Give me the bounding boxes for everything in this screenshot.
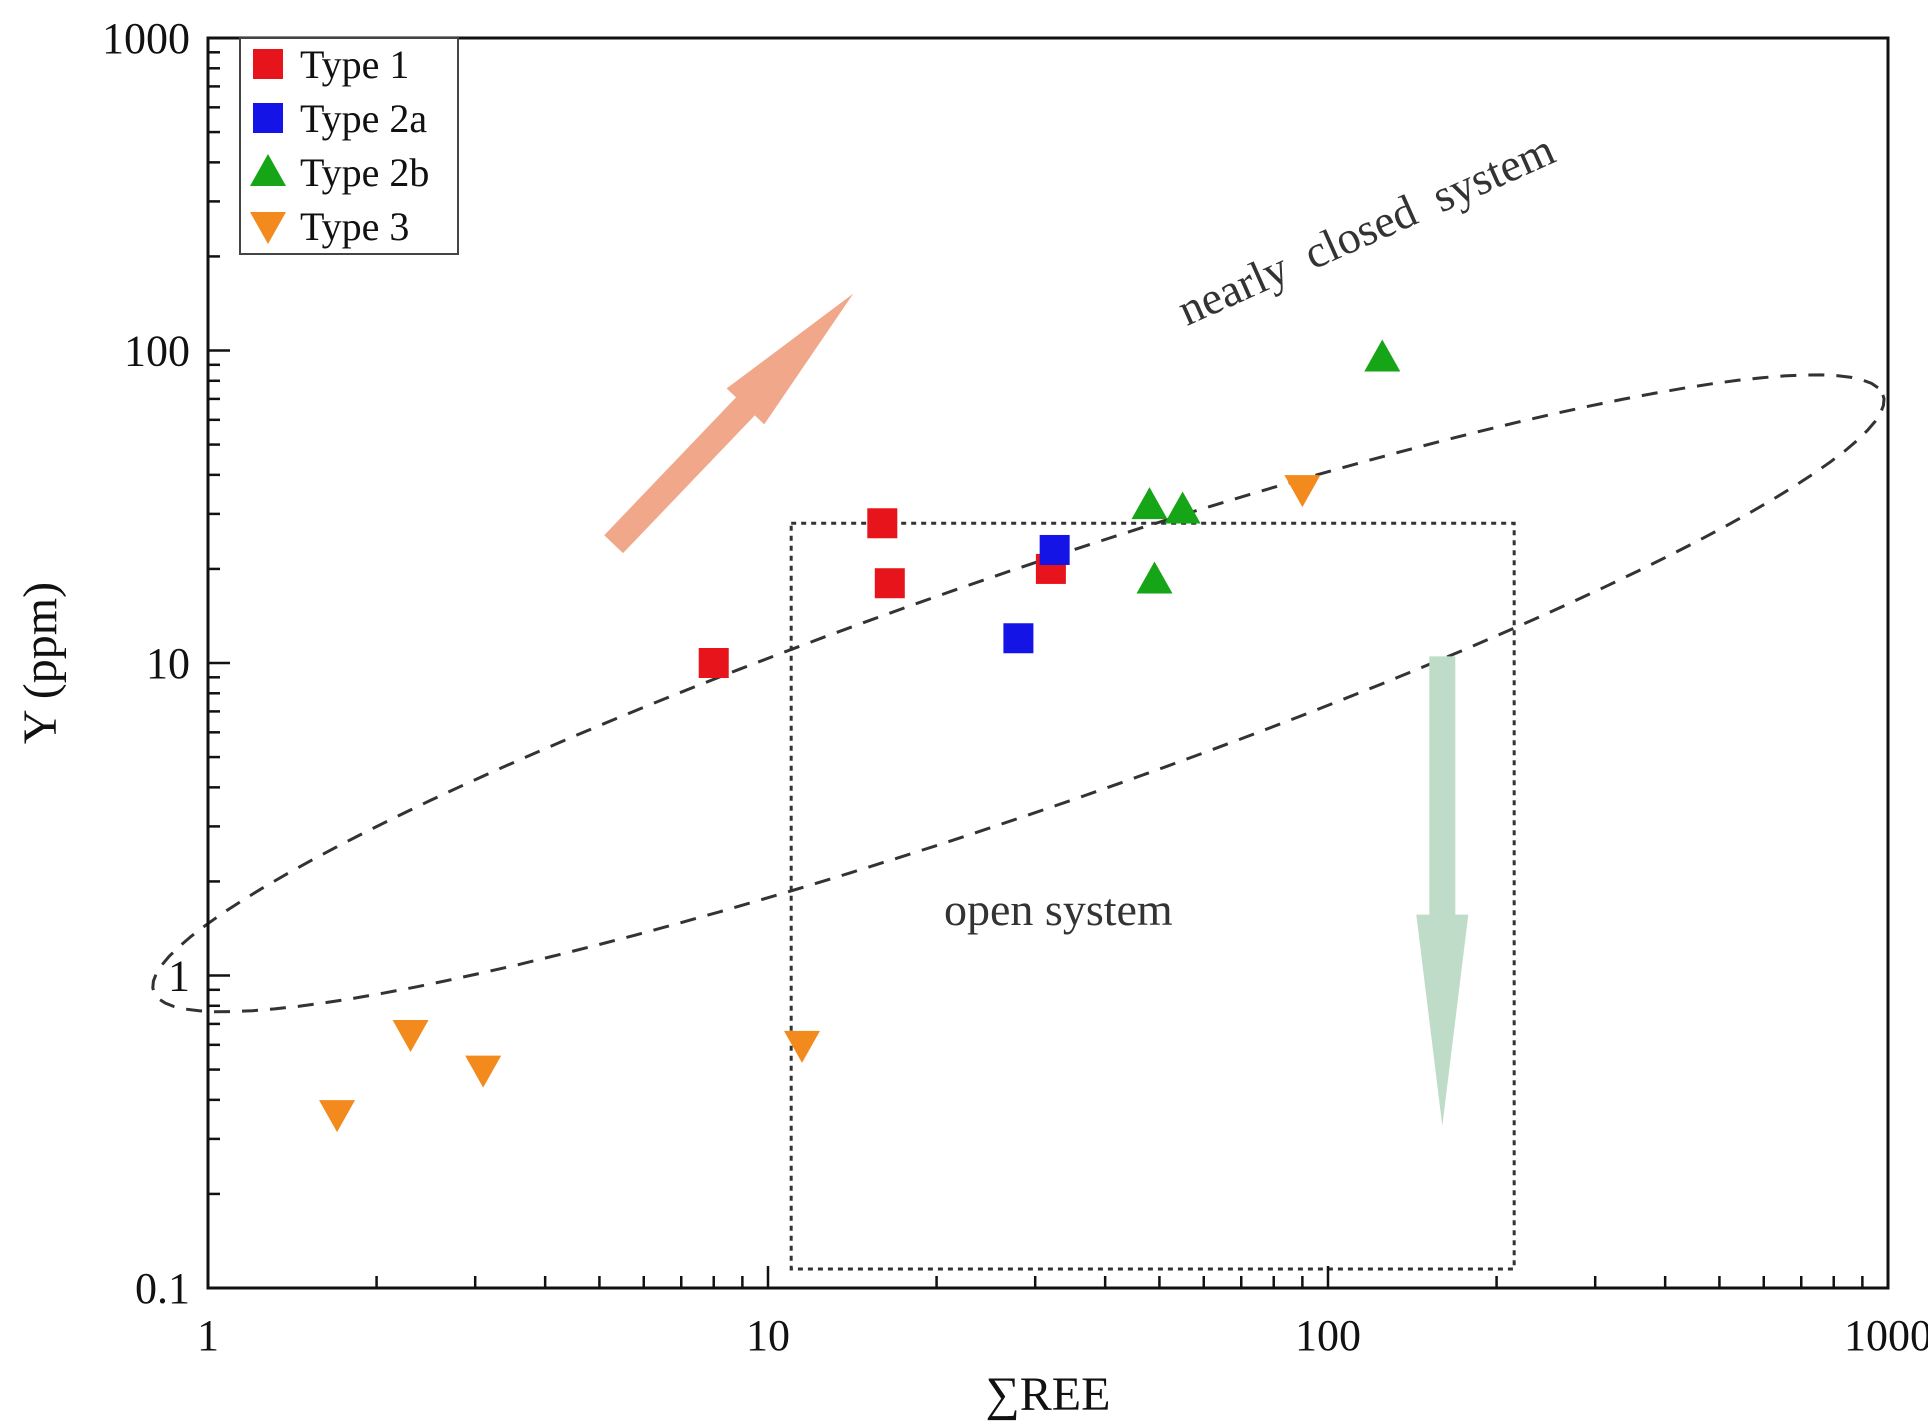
y-tick-label-100: 100 [124,327,190,376]
x-tick-label-1: 1 [197,1311,219,1360]
point-type-1 [874,568,905,599]
x-axis-title: ∑REE [986,1368,1111,1421]
arrow-up-right [604,293,854,554]
point-type-1 [867,508,898,539]
legend-items: Type 1 Type 2a Type 2b Type 3 [250,42,429,249]
legend: Type 1 Type 2a Type 2b Type 3 [239,37,459,255]
x-tick-label-100: 100 [1295,1311,1361,1360]
x-tick-label-1000: 1000 [1844,1311,1928,1360]
y-tick-label-10: 10 [146,639,190,688]
y-tick-label-0-1: 0.1 [135,1264,190,1313]
point-type-2b [1364,339,1401,372]
point-type-3 [319,1100,356,1133]
x-tick-label-10: 10 [746,1311,790,1360]
point-type-3 [465,1055,502,1088]
legend-label-type-1: Type 1 [300,42,409,87]
y-tick-label-1000: 1000 [102,14,190,63]
annotation-open-system: open system [944,884,1173,935]
point-type-2b [1131,487,1168,520]
legend-marker-type-3 [250,212,286,244]
point-type-2b [1136,561,1173,594]
point-type-2a [1003,623,1034,654]
y-axis-title: Y (ppm) [14,582,67,744]
point-type-3 [392,1019,429,1052]
series-type-3 [319,475,1321,1133]
point-type-3 [1284,475,1321,508]
regions [151,373,1886,1271]
axis-ticks [206,51,1864,1290]
legend-label-type-3: Type 3 [300,204,409,249]
point-type-2a [1039,534,1070,565]
legend-label-type-2b: Type 2b [300,150,429,195]
data-points [319,339,1401,1133]
legend-marker-type-2a [253,103,283,133]
direction-arrows [604,293,1469,1126]
nearly-closed-system-ellipse [151,373,1886,1014]
y-tick-label-1: 1 [168,952,190,1001]
open-system-box [789,521,1516,1271]
legend-marker-type-1 [253,49,283,79]
legend-marker-type-2b [250,154,286,186]
legend-label-type-2a: Type 2a [300,96,427,141]
series-type-2a [1003,534,1070,654]
arrow-down [1416,656,1469,1126]
point-type-1 [698,648,729,678]
point-type-2b [1164,491,1201,524]
point-type-3 [783,1030,820,1063]
series-type-2b [1131,339,1401,594]
